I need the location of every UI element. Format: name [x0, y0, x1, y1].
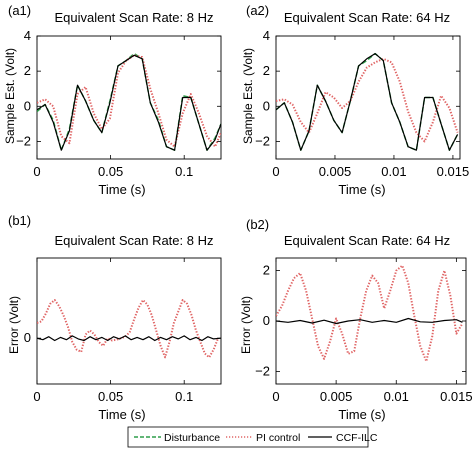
series-line-ccf-ilc — [37, 54, 221, 151]
axes-frame — [275, 35, 461, 160]
series-group — [276, 264, 464, 363]
x-tick-label: 0.01 — [381, 164, 406, 179]
x-tick-label: 0 — [33, 164, 40, 179]
y-tick-label: −2 — [16, 133, 31, 148]
y-tick-label: 0 — [263, 98, 270, 113]
x-tick-label: 0.015 — [437, 164, 470, 179]
series-line-ccf-ilc — [276, 317, 463, 325]
y-axis-label: Error (Volt) — [239, 296, 253, 354]
series-group — [276, 52, 459, 151]
y-tick-label: −2 — [255, 363, 270, 378]
series-line-ccf-ilc — [37, 335, 221, 342]
panel-a1: (a1) Equivalent Scan Rate: 8 Hz Sample E… — [3, 3, 213, 197]
panel-label: (a2) — [246, 3, 269, 18]
y-tick-label: 0 — [24, 98, 31, 113]
x-axis-label: Time (s) — [338, 182, 385, 197]
y-tick-label: 0 — [263, 313, 270, 328]
y-tick-label: 4 — [263, 28, 270, 43]
series-line-pi-control — [37, 299, 220, 359]
y-tick-label: 0 — [24, 330, 31, 345]
x-tick-label: 0 — [272, 164, 279, 179]
x-axis-label: Time (s) — [338, 407, 385, 422]
panel-b2: (b2) Equivalent Scan Rate: 64 Hz Error (… — [239, 217, 450, 422]
series-group — [37, 299, 221, 359]
panel-b1: (b1) Equivalent Scan Rate: 8 Hz Error (V… — [7, 213, 213, 422]
panel-a2: (a2) Equivalent Scan Rate: 64 Hz Sample … — [241, 3, 450, 197]
legend-label-disturbance: Disturbance — [164, 432, 220, 444]
series-line-pi-control — [276, 57, 459, 143]
series-line-ccf-ilc — [276, 52, 459, 151]
legend-label-pi-control: PI control — [256, 432, 300, 444]
plot-area-a1: 0 0.05 0.1 −2 0 2 4 — [16, 28, 222, 179]
legend-label-ccf-ilc: CCF-ILC — [336, 432, 378, 444]
series-group — [37, 52, 221, 151]
panel-title: Equivalent Scan Rate: 8 Hz — [55, 233, 214, 248]
series-line-pi-control — [37, 54, 221, 148]
y-axis-label: Sample Est. (Volt) — [3, 48, 17, 144]
x-tick-label: 0.1 — [175, 389, 193, 404]
panel-label: (b1) — [8, 213, 31, 228]
y-axis-label: Error (Volt) — [7, 296, 21, 354]
axes-frame — [36, 257, 222, 385]
panel-title: Equivalent Scan Rate: 8 Hz — [55, 10, 214, 25]
series-line-disturbance — [37, 52, 221, 151]
x-tick-label: 0.015 — [440, 389, 473, 404]
panel-title: Equivalent Scan Rate: 64 Hz — [284, 10, 450, 25]
x-tick-label: 0 — [272, 389, 279, 404]
y-tick-label: −2 — [255, 133, 270, 148]
x-tick-label: 0.05 — [98, 164, 123, 179]
y-tick-label: 2 — [263, 263, 270, 278]
panel-label: (a1) — [8, 3, 31, 18]
x-tick-label: 0.005 — [319, 164, 352, 179]
plot-area-b2: 0 0.005 0.01 0.015−202 — [255, 257, 473, 404]
x-axis-label: Time (s) — [98, 182, 145, 197]
x-tick-label: 0 — [33, 389, 40, 404]
x-tick-label: 0.1 — [175, 164, 193, 179]
panel-label: (b2) — [246, 217, 269, 232]
x-tick-label: 0.05 — [98, 389, 123, 404]
plot-area-a2: 0 0.005 0.01 0.015 −2 0 2 4 — [255, 28, 469, 179]
y-axis-label: Sample Est. (Volt) — [241, 48, 255, 144]
y-tick-label: 4 — [24, 28, 31, 43]
x-tick-label: 0.005 — [320, 389, 353, 404]
legend: Disturbance PI control CCF-ILC — [127, 426, 378, 448]
plot-area-b1: 0 0.05 0.1 0 — [24, 257, 222, 404]
panel-title: Equivalent Scan Rate: 64 Hz — [284, 233, 450, 248]
y-tick-label: 2 — [24, 63, 31, 78]
series-line-pi-control — [276, 264, 464, 363]
x-axis-label: Time (s) — [98, 407, 145, 422]
x-tick-label: 0.01 — [384, 389, 409, 404]
y-tick-label: 2 — [263, 63, 270, 78]
axes-frame — [36, 35, 222, 160]
